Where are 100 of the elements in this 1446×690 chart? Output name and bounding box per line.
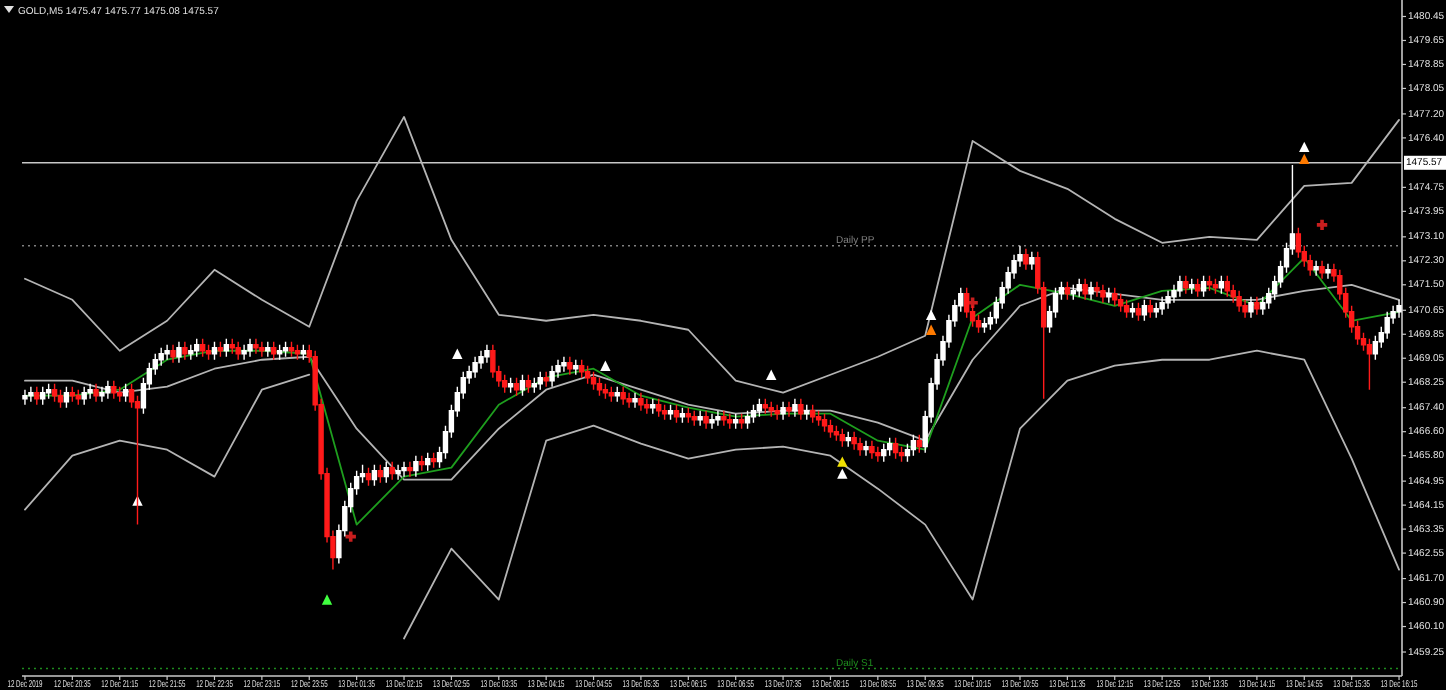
candlestick: [727, 412, 733, 430]
candlestick: [1088, 281, 1094, 301]
candlestick: [182, 341, 188, 361]
candlestick: [1189, 278, 1195, 295]
line-series: [24, 256, 1400, 526]
candlestick: [519, 374, 526, 397]
candlestick: [253, 338, 259, 355]
candlestick: [265, 341, 271, 358]
candlestick: [81, 386, 87, 406]
candlestick: [792, 398, 798, 418]
candlestick: [1064, 281, 1071, 301]
candlestick: [1029, 251, 1035, 271]
candlestick: [1147, 299, 1153, 319]
candlestick: [1372, 335, 1379, 361]
candlestick: [1117, 293, 1124, 313]
candlestick: [827, 418, 834, 439]
candlestick: [786, 401, 792, 418]
point: [925, 309, 937, 320]
candlestick: [667, 404, 674, 421]
line-series: [24, 283, 1400, 481]
candlestick: [111, 380, 117, 400]
candlestick: [1141, 299, 1148, 322]
candlestick: [271, 341, 277, 361]
point: [1299, 141, 1310, 153]
candlestick: [632, 392, 638, 409]
candlestick: [1242, 299, 1248, 319]
point: [600, 360, 611, 371]
candlestick: [561, 356, 567, 373]
candlestick: [703, 410, 709, 430]
candlestick: [1206, 275, 1213, 292]
candlestick: [1106, 287, 1112, 304]
candlestick: [774, 404, 780, 421]
candlestick: [584, 365, 591, 385]
candlestick: [259, 341, 265, 358]
candlestick: [401, 460, 407, 478]
candlestick: [377, 463, 384, 484]
candlestick: [579, 359, 585, 379]
candlestick: [981, 317, 988, 334]
candlestick: [768, 401, 774, 418]
candlestick: [34, 386, 40, 406]
candlestick: [525, 374, 532, 394]
candlestick: [502, 374, 508, 394]
candlestick: [1159, 296, 1165, 316]
candlestick: [875, 445, 881, 463]
candlestick: [389, 460, 395, 481]
candlestick: [673, 404, 680, 424]
candlestick: [247, 338, 253, 358]
candlestick: [898, 445, 905, 463]
candlestick: [750, 404, 757, 424]
candlestick: [176, 341, 182, 364]
candlestick: [63, 386, 70, 409]
candlestick: [845, 430, 851, 448]
candlestick: [164, 344, 170, 361]
candlestick: [602, 383, 609, 400]
candlestick: [1100, 284, 1106, 304]
candlestick: [22, 389, 28, 406]
candlestick: [365, 466, 372, 487]
candlestick: [756, 398, 763, 418]
candlestick: [513, 377, 520, 397]
candlestick: [1094, 281, 1100, 298]
candlestick: [413, 454, 419, 478]
candlestick: [1224, 275, 1230, 298]
candlestick: [644, 398, 650, 415]
candlestick: [105, 380, 111, 400]
candlestick: [158, 347, 164, 367]
candlestick: [1260, 296, 1266, 316]
point: [452, 348, 463, 359]
candlestick: [1218, 275, 1225, 295]
candlestick: [1070, 284, 1076, 301]
candlestick: [821, 412, 828, 433]
candlestick: [122, 383, 129, 403]
candlestick: [815, 410, 822, 427]
candlestick: [57, 389, 64, 409]
candlestick: [851, 430, 857, 451]
candlestick: [869, 439, 875, 460]
candlestick: [732, 412, 739, 430]
candlestick: [543, 371, 549, 388]
candlestick: [1082, 278, 1088, 301]
candlestick: [573, 359, 579, 376]
candlestick: [199, 338, 206, 358]
candlestick: [1135, 302, 1142, 322]
candlestick: [614, 386, 620, 403]
candlestick: [975, 314, 982, 334]
candlestick: [1200, 275, 1207, 298]
candlestick: [1230, 284, 1236, 304]
candlestick: [1295, 227, 1302, 259]
candlestick: [531, 377, 538, 394]
candlestick: [276, 344, 283, 361]
candlestick: [833, 424, 840, 442]
candlestick: [217, 341, 224, 358]
candlestick: [1236, 290, 1242, 313]
candlestick: [638, 392, 644, 412]
point: [837, 468, 848, 479]
candlestick: [87, 383, 93, 400]
candlestick: [1023, 248, 1029, 271]
candlestick: [691, 410, 697, 427]
candlestick: [1313, 260, 1319, 277]
candlestick: [904, 442, 911, 463]
candlestick: [395, 463, 401, 481]
point: [766, 369, 777, 380]
